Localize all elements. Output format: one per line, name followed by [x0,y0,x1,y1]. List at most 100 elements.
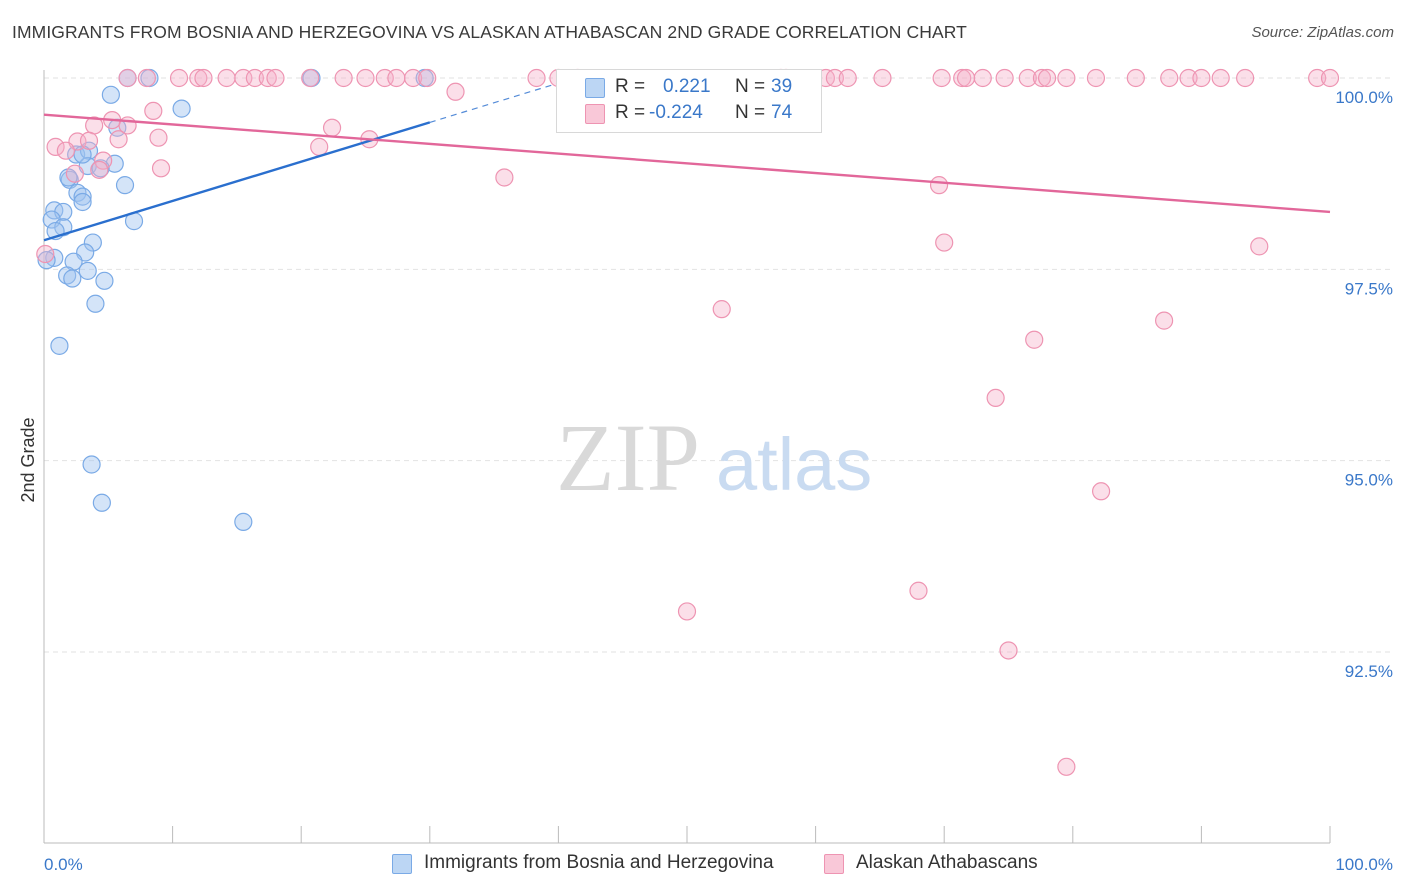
point-athabascan [1126,68,1145,88]
point-athabascan [999,641,1018,660]
axes [43,70,1331,844]
stats-legend: R = 0.221 N = 39 R = -0.224 N = 74 [556,69,822,133]
point-athabascan [1250,237,1269,256]
point-athabascan [1160,68,1179,88]
point-bosnia [95,271,114,290]
point-athabascan [1320,68,1340,88]
point-athabascan [387,68,406,88]
point-athabascan [310,137,329,156]
legend-r-label: R = [615,76,646,97]
y-tick-label: 92.5% [1345,662,1393,681]
legend-n-value: 39 [771,76,793,97]
legend-row-blue: R = 0.221 N = 39 [557,75,821,101]
point-athabascan [1179,68,1198,88]
point-bosnia [50,336,69,355]
point-athabascan [151,159,171,178]
legend-n-label: N = [735,102,766,123]
point-athabascan [1037,68,1057,88]
legend-swatch-pink [585,104,605,124]
point-athabascan [712,300,731,319]
point-athabascan [322,118,342,137]
point-bosnia [172,99,191,118]
point-athabascan [418,68,437,88]
y-tick-label: 97.5% [1345,279,1393,298]
y-tick-label: 100.0% [1335,88,1393,107]
point-athabascan [932,68,951,88]
point-athabascan [334,68,353,88]
point-athabascan [1025,330,1044,349]
point-athabascan [446,82,465,101]
chart-title: IMMIGRANTS FROM BOSNIA AND HERZEGOVINA V… [12,22,967,42]
x-tick-label: 0.0% [44,855,83,874]
point-athabascan [169,68,189,88]
legend-label: Alaskan Athabascans [856,852,1038,873]
point-athabascan [90,160,109,179]
point-athabascan [527,68,546,88]
point-athabascan [1155,311,1174,330]
legend-label: Immigrants from Bosnia and Herzegovina [424,852,774,873]
point-athabascan [266,68,285,88]
tick-labels: 100.0% 97.5% 95.0% 92.5% 0.0% 100.0% [44,88,1393,874]
point-bosnia [234,512,253,531]
point-athabascan [149,128,168,147]
point-athabascan [677,602,697,621]
point-bosnia [115,176,135,195]
legend-swatch-pink [824,854,844,874]
point-athabascan [94,151,113,170]
point-athabascan [1057,68,1076,88]
point-athabascan [65,164,84,183]
legend-n-value: 74 [771,102,793,123]
point-athabascan [194,68,213,88]
legend-r-label: R = [615,102,646,123]
point-athabascan [1032,68,1052,88]
trend-line-bosnia-extension [429,82,559,123]
point-bosnia [86,294,105,313]
legend-row-pink: R = -0.224 N = 74 [557,101,821,127]
point-athabascan [144,101,163,121]
point-athabascan [403,68,423,88]
point-athabascan [929,176,949,195]
data-points [36,68,1340,776]
point-bosnia [37,251,56,270]
trend-line-athabascan [43,113,1331,214]
point-bosnia [63,269,82,288]
watermark: ZIP atlas [556,404,872,511]
legend-swatch-blue [585,78,605,98]
point-athabascan [137,68,156,88]
point-athabascan [189,68,208,88]
point-bosnia [78,261,97,280]
point-athabascan [1192,68,1211,88]
point-athabascan [217,68,236,88]
point-athabascan [873,68,892,88]
point-athabascan [1211,68,1230,88]
point-athabascan [118,68,137,88]
point-athabascan [56,141,75,160]
watermark-atlas: atlas [716,423,872,506]
point-athabascan [973,68,992,88]
point-athabascan [935,233,954,252]
point-bosnia [58,266,77,285]
point-athabascan [825,68,844,88]
point-bosnia [101,85,120,104]
point-athabascan [953,68,972,88]
legend-swatch-blue [392,854,412,874]
point-bosnia [73,187,92,206]
point-athabascan [301,68,320,88]
point-athabascan [356,68,375,88]
point-athabascan [956,68,976,88]
trend-line-bosnia [43,121,431,242]
point-athabascan [1018,68,1037,88]
y-tick-label: 95.0% [1345,471,1393,490]
point-bosnia [73,192,92,212]
legend-r-value: 0.221 [663,76,711,97]
point-athabascan [1308,68,1327,88]
point-athabascan [1236,68,1255,88]
point-athabascan [109,130,128,149]
point-athabascan [995,68,1014,88]
point-athabascan [79,131,99,150]
point-athabascan [46,137,65,156]
source-label: Source: ZipAtlas.com [1251,24,1394,41]
point-bosnia [82,455,101,474]
point-athabascan [245,68,265,88]
